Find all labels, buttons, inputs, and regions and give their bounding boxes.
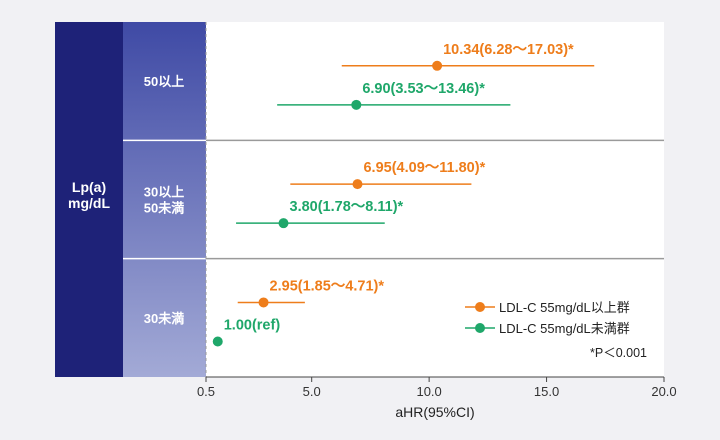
data-label: 3.80(1.78～8.11)*	[290, 199, 404, 215]
x-axis-title: aHR(95%CI)	[395, 404, 474, 420]
point-estimate	[351, 99, 362, 110]
subgroup-label-line: 30以上	[144, 185, 184, 200]
x-tick-label: 10.0	[416, 384, 441, 399]
data-label: 6.90(3.53～13.46)*	[362, 81, 485, 97]
legend-marker	[475, 323, 485, 333]
x-tick-label: 15.0	[534, 384, 559, 399]
point-estimate	[258, 297, 269, 308]
subgroup-label-line: 30未満	[144, 311, 184, 326]
point-estimate	[352, 179, 363, 190]
point-estimate	[432, 60, 443, 71]
legend-marker	[475, 302, 485, 312]
point-estimate	[212, 336, 223, 347]
x-tick-label: 0.5	[197, 384, 215, 399]
subgroup-label: 50以上	[144, 74, 184, 89]
legend-label: LDL-C 55mg/dL未満群	[499, 321, 630, 336]
subgroup-label-line: 50以上	[144, 74, 184, 89]
subgroup-label: 30未満	[144, 311, 184, 326]
data-label: 2.95(1.85～4.71)*	[270, 278, 385, 294]
row-header-line: Lp(a)	[72, 179, 106, 195]
data-label: 10.34(6.28～17.03)*	[443, 42, 574, 58]
row-header-line: mg/dL	[68, 195, 110, 211]
data-label: 1.00(ref)	[224, 318, 281, 334]
data-label: 6.95(4.09～11.80)*	[363, 160, 485, 176]
footnote: *P＜0.001	[590, 346, 647, 360]
subgroup-label: 30以上 50未満	[144, 185, 184, 216]
x-tick-label: 20.0	[651, 384, 676, 399]
row-header-panel	[55, 22, 123, 377]
subgroup-panel	[123, 22, 206, 377]
legend-label: LDL-C 55mg/dL以上群	[499, 300, 630, 315]
row-header-label: Lp(a) mg/dL	[68, 179, 110, 211]
x-tick-label: 5.0	[303, 384, 321, 399]
subgroup-label-line: 50未満	[144, 201, 184, 216]
point-estimate	[278, 218, 289, 229]
